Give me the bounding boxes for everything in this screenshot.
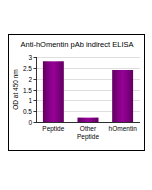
y-tick xyxy=(34,90,37,91)
chart-root: Anti-hOmentin pAb indirect ELISA OD at 45… xyxy=(0,0,152,190)
y-tick-label: 2 xyxy=(28,76,32,83)
y-tick-label: 1 xyxy=(28,97,32,104)
bars xyxy=(43,61,133,122)
bar xyxy=(43,61,64,122)
chart-svg: Anti-hOmentin pAb indirect ELISA OD at 45… xyxy=(0,0,152,190)
bar xyxy=(112,70,133,122)
y-tick-label: 0 xyxy=(28,119,32,126)
y-tick xyxy=(34,122,37,123)
y-tick-label: 0.5 xyxy=(23,108,32,115)
y-axis xyxy=(36,57,37,122)
bar xyxy=(78,118,99,122)
y-tick xyxy=(34,57,37,58)
x-tick-label: OtherPeptide xyxy=(77,125,99,141)
title: Anti-hOmentin pAb indirect ELISA xyxy=(21,40,134,49)
y-tick-label: 3 xyxy=(28,54,32,61)
grid-line xyxy=(36,122,140,123)
y-tick xyxy=(34,68,37,69)
bar-shade xyxy=(43,61,64,122)
y-tick-label: 1.5 xyxy=(23,87,32,94)
bar-shade xyxy=(78,118,99,122)
y-axis-label: OD at 450 nm xyxy=(12,69,19,109)
bar-shade xyxy=(112,70,133,122)
x-tick-label: hOmentin xyxy=(109,125,138,132)
y-tick-label: 2.5 xyxy=(23,65,32,72)
x-tick-label: Peptide xyxy=(42,125,64,133)
y-tick xyxy=(34,100,37,101)
y-tick xyxy=(34,111,37,112)
grid-line xyxy=(36,57,140,58)
x-axis xyxy=(36,122,140,123)
y-tick xyxy=(34,79,37,80)
chart-frame xyxy=(9,35,145,151)
